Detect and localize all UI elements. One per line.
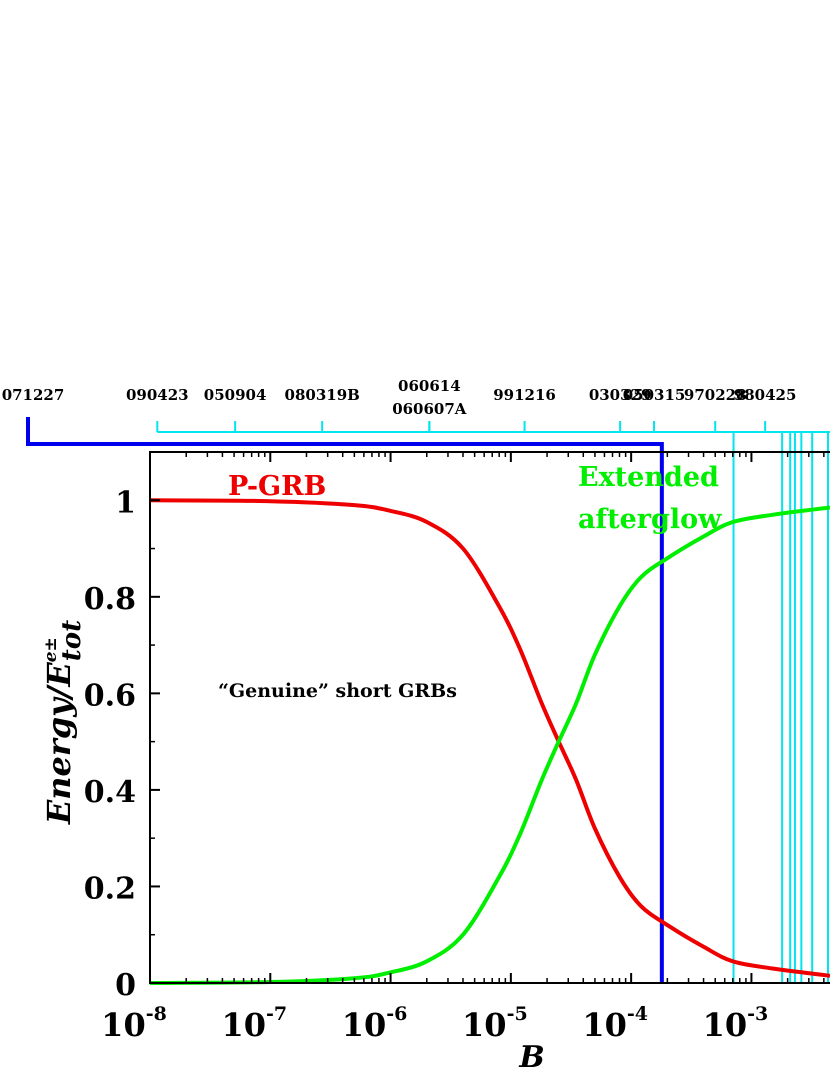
- grb-name-label: 050904: [204, 386, 267, 404]
- y-tick-label: 0.2: [84, 871, 136, 906]
- grb-name-label: 060607A: [392, 400, 467, 418]
- y-axis-label-sup: e±: [41, 637, 61, 662]
- annotation-genuine-short-grbs: “Genuine” short GRBs: [218, 680, 457, 702]
- y-tick-label: 0.6: [84, 678, 136, 713]
- grb-name-label: 970228: [684, 386, 747, 404]
- y-tick-label: 1: [115, 485, 136, 520]
- svg-text:Energy/Ee±tot: Energy/Ee±tot: [40, 620, 87, 825]
- x-axis-label: B: [518, 1040, 544, 1075]
- series-group: [26, 417, 830, 985]
- series-label-afterglow: afterglow: [578, 504, 722, 535]
- series-label-extended: Extended: [578, 462, 719, 493]
- grb-name-label: 030329: [589, 386, 652, 404]
- grb-name-label: 060614: [398, 377, 461, 395]
- x-tick-label: 10-7: [221, 1003, 287, 1044]
- x-tick-label: 10-4: [582, 1003, 648, 1044]
- grb-name-label: 050315: [623, 386, 686, 404]
- grb-name-label: 991216: [493, 386, 556, 404]
- grb-name-label: 090423: [126, 386, 189, 404]
- x-tick-label: 10-3: [703, 1003, 769, 1044]
- series-label-pgrb: P-GRB: [228, 471, 326, 502]
- series-line-extended-afterglow: [149, 505, 830, 985]
- series-line-pgrb: [149, 498, 830, 978]
- y-axis-label-main: Energy/E: [40, 662, 78, 826]
- x-tick-label: 10-6: [342, 1003, 408, 1044]
- x-tick-label: 10-5: [462, 1003, 528, 1044]
- grb-names-group: 071227 090423 050904 080319B 060614 060607A 99…: [2, 377, 797, 418]
- axes-group: 0 0.2 0.4 0.6 0.8 1 10-8 10-7 10-6 10-5 10-4 10-3: [84, 451, 830, 1044]
- x-tick-label: 10-8: [101, 1003, 167, 1044]
- y-tick-label: 0: [115, 968, 136, 1003]
- grb-name-label: 071227: [2, 386, 65, 404]
- grb-name-label: 980425: [734, 386, 797, 404]
- plot-frame: [149, 451, 830, 984]
- grb-lines-group: [156, 421, 830, 983]
- short-grb-boundary-line: [26, 417, 664, 983]
- y-axis-label-sub: tot: [57, 620, 87, 661]
- y-tick-label: 0.4: [84, 775, 136, 810]
- y-axis-label: Energy/Ee±tot: [40, 620, 87, 825]
- y-tick-label: 0.8: [84, 582, 136, 617]
- grb-name-label: 080319B: [285, 386, 360, 404]
